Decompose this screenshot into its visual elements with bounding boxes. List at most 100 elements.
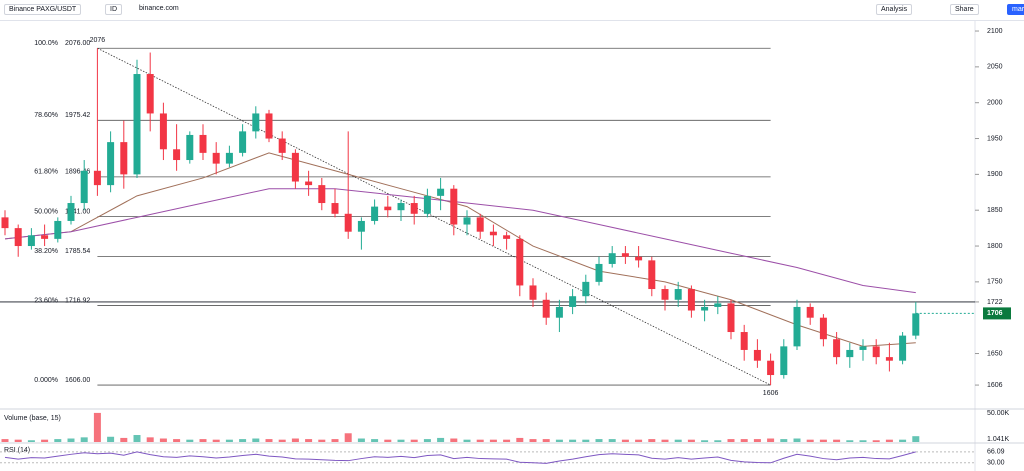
fib-ratio: 38.20% — [34, 248, 58, 255]
candle-body — [371, 206, 379, 221]
more-button[interactable]: mar — [1007, 4, 1024, 15]
y-tick-label: 1606 — [987, 382, 1003, 389]
y-tick-label: 1722 — [987, 299, 1003, 306]
volume-bar — [780, 439, 788, 442]
candle-body — [885, 357, 893, 361]
candle-body — [93, 170, 101, 186]
fib-price: 1896.46 — [65, 169, 90, 176]
candle-body — [489, 231, 497, 236]
analysis-button[interactable]: Analysis — [876, 4, 913, 15]
volume-bar — [93, 412, 101, 442]
candle-body — [529, 285, 537, 300]
candle-body — [27, 235, 35, 247]
candle-body — [503, 235, 511, 239]
volume-bar — [701, 440, 709, 442]
volume-bar — [899, 439, 907, 442]
trendline — [97, 47, 771, 386]
fib-ratio: 0.000% — [34, 377, 58, 384]
volume-bar — [753, 439, 761, 442]
candle-body — [793, 306, 801, 347]
volume-bar — [621, 439, 629, 442]
fib-ratio: 50.00% — [34, 208, 58, 215]
candle-body — [819, 317, 827, 340]
volume-bar — [635, 439, 643, 442]
candle-body — [344, 213, 352, 232]
candle-body — [357, 220, 365, 232]
volume-bar — [529, 439, 537, 442]
volume-bar — [595, 439, 603, 442]
source-link[interactable]: binance.com — [139, 5, 179, 12]
fib-price: 1716.92 — [65, 297, 90, 304]
candle-body — [120, 142, 128, 175]
candle-body — [661, 289, 669, 300]
volume-bar — [252, 438, 260, 442]
candle-body — [278, 138, 286, 153]
candle-body — [239, 131, 247, 153]
candle-body — [212, 152, 220, 164]
volume-bar — [212, 439, 220, 442]
volume-bar — [173, 439, 181, 442]
volume-bar — [912, 436, 920, 442]
candle-body — [67, 203, 75, 221]
volume-bar — [133, 435, 141, 442]
candle-body — [701, 306, 709, 311]
volume-bar — [14, 439, 22, 442]
volume-bar — [186, 439, 194, 442]
volume-bar — [331, 439, 339, 442]
extreme-label: 2076 — [90, 37, 106, 44]
candle-body — [608, 253, 616, 264]
volume-bar — [740, 439, 748, 442]
y-tick-label: 1800 — [987, 243, 1003, 250]
candle-body — [674, 289, 682, 300]
volume-bar — [1, 439, 9, 442]
candle-body — [318, 185, 326, 204]
volume-bar — [793, 438, 801, 442]
volume-bar — [344, 433, 352, 442]
volume-bar — [384, 439, 392, 442]
candle-body — [714, 303, 722, 307]
candle-body — [859, 346, 867, 350]
candle-body — [582, 281, 590, 297]
volume-bar — [423, 439, 431, 442]
interval-button[interactable]: ID — [105, 4, 122, 15]
volume-bar — [120, 437, 128, 442]
pane-title: Volume (base, 15) — [4, 415, 61, 422]
candle-body — [252, 113, 260, 132]
moving-average — [4, 152, 916, 347]
fib-price: 1606.00 — [65, 377, 90, 384]
fib-price: 2076.00 — [65, 40, 90, 47]
fib-price: 1975.42 — [65, 112, 90, 119]
volume-bar — [278, 439, 286, 442]
volume-bar — [371, 439, 379, 442]
candle-body — [635, 256, 643, 261]
volume-bar — [239, 439, 247, 442]
candle-body — [476, 217, 484, 232]
candle-body — [173, 149, 181, 161]
volume-bar — [199, 439, 207, 442]
fib-ratio: 78.60% — [34, 112, 58, 119]
volume-bar — [476, 439, 484, 442]
candle-body — [516, 238, 524, 286]
volume-bar — [489, 439, 497, 442]
volume-bar — [569, 439, 577, 442]
candle-body — [542, 299, 550, 318]
candle-body — [423, 195, 431, 214]
y-tick-label: 1950 — [987, 135, 1003, 142]
candle-body — [846, 349, 854, 358]
volume-bar — [159, 438, 167, 442]
candle-body — [621, 253, 629, 257]
y-tick-label: 2050 — [987, 64, 1003, 71]
y-tick-label: 2100 — [987, 28, 1003, 35]
candle-body — [225, 152, 233, 164]
fib-ratio: 100.0% — [34, 40, 58, 47]
candle-body — [410, 203, 418, 214]
volume-bar — [542, 439, 550, 442]
volume-bar — [846, 440, 854, 442]
candle-body — [767, 360, 775, 376]
share-button[interactable]: Share — [950, 4, 979, 15]
volume-bar — [714, 440, 722, 442]
symbol-button[interactable]: Binance PAXG/USDT — [4, 4, 82, 15]
y-tick-label: 1850 — [987, 207, 1003, 214]
volume-bar — [872, 440, 880, 442]
candle-body — [1, 217, 9, 229]
